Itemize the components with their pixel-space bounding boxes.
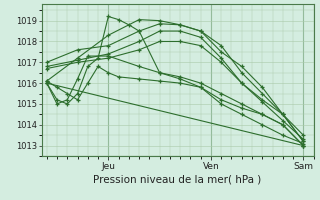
X-axis label: Pression niveau de la mer( hPa ): Pression niveau de la mer( hPa ) — [93, 175, 262, 185]
